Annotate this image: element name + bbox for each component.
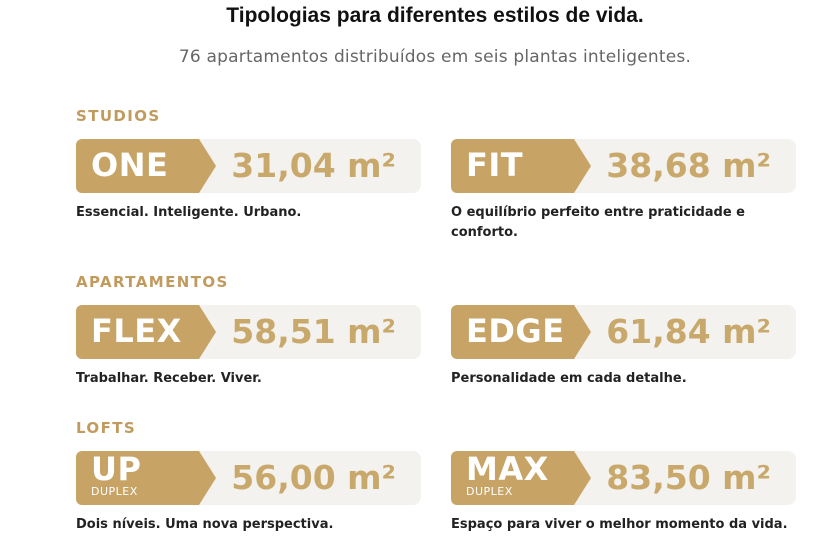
unit-name-tag: ONE — [76, 139, 216, 193]
unit-name: FLEX — [91, 312, 182, 350]
section-label-lofts: LOFTS — [76, 419, 137, 437]
unit-duplex-label: DUPLEX — [91, 485, 138, 498]
unit-card-max[interactable]: MAX DUPLEX 83,50 m² — [451, 451, 796, 505]
unit-area: 83,50 m² — [606, 458, 771, 497]
unit-card-edge[interactable]: EDGE 61,84 m² — [451, 305, 796, 359]
unit-name-tag: MAX DUPLEX — [451, 451, 591, 505]
unit-name-tag: UP DUPLEX — [76, 451, 216, 505]
unit-name: EDGE — [466, 312, 565, 350]
unit-name: ONE — [91, 146, 169, 184]
unit-area: 56,00 m² — [231, 458, 396, 497]
section-label-studios: STUDIOS — [76, 107, 161, 125]
unit-name-tag: FLEX — [76, 305, 216, 359]
page-subtitle: 76 apartamentos distribuídos em seis pla… — [178, 47, 692, 67]
unit-card-flex[interactable]: FLEX 58,51 m² — [76, 305, 421, 359]
unit-card-up[interactable]: UP DUPLEX 56,00 m² — [76, 451, 421, 505]
unit-card-one[interactable]: ONE 31,04 m² — [76, 139, 421, 193]
section-label-apartamentos: APARTAMENTOS — [76, 273, 229, 291]
unit-card-fit[interactable]: FIT 38,68 m² — [451, 139, 796, 193]
unit-name: MAX — [466, 450, 549, 488]
unit-area: 61,84 m² — [606, 312, 771, 351]
unit-name: UP — [91, 450, 142, 488]
unit-description-up: Dois níveis. Uma nova perspectiva. — [76, 517, 334, 532]
unit-name-tag: EDGE — [451, 305, 591, 359]
unit-description-max: Espaço para viver o melhor momento da vi… — [451, 517, 788, 532]
unit-description-edge: Personalidade em cada detalhe. — [451, 371, 687, 386]
unit-description-fit: O equilíbrio perfeito entre praticidade … — [451, 205, 745, 240]
unit-duplex-label: DUPLEX — [466, 485, 513, 498]
unit-area: 38,68 m² — [606, 146, 771, 185]
unit-description-flex: Trabalhar. Receber. Viver. — [76, 371, 262, 386]
page-title: Tipologias para diferentes estilos de vi… — [226, 4, 644, 27]
unit-area: 58,51 m² — [231, 312, 396, 351]
unit-name-tag: FIT — [451, 139, 591, 193]
unit-area: 31,04 m² — [231, 146, 396, 185]
unit-description-one: Essencial. Inteligente. Urbano. — [76, 205, 302, 220]
unit-name: FIT — [466, 146, 524, 184]
